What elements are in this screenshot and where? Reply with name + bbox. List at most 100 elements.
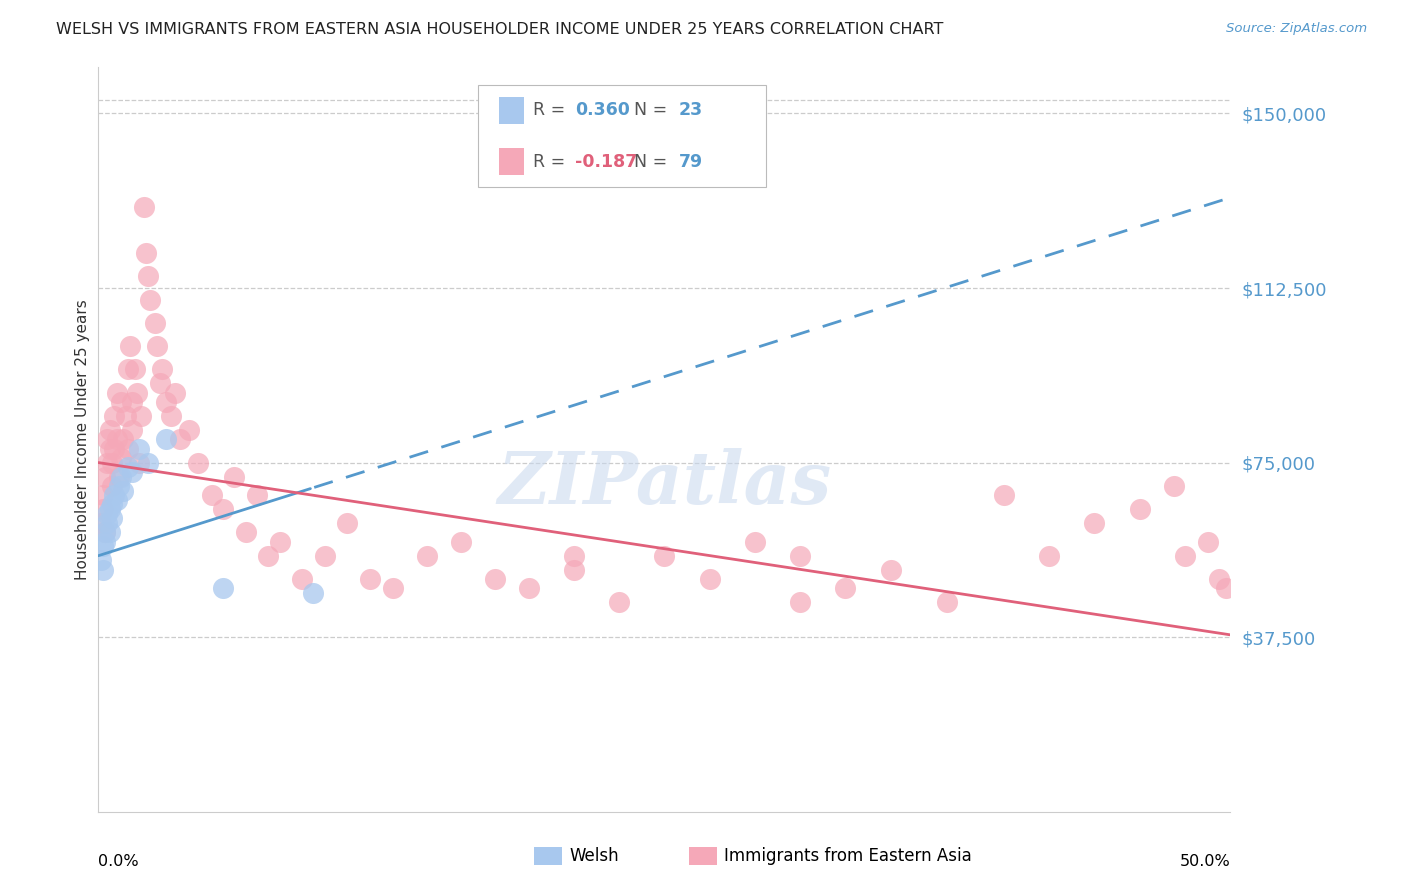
- Point: [1038, 549, 1060, 563]
- Point: [165, 385, 187, 400]
- Point: [212, 582, 235, 596]
- Point: [201, 488, 224, 502]
- Point: [146, 339, 169, 353]
- Point: [1083, 516, 1105, 530]
- Point: [269, 534, 291, 549]
- Point: [450, 534, 472, 549]
- Point: [136, 269, 159, 284]
- Point: [359, 572, 381, 586]
- Point: [235, 525, 257, 540]
- Text: 23: 23: [679, 102, 703, 120]
- Point: [101, 456, 124, 470]
- Point: [98, 502, 121, 516]
- Point: [105, 492, 128, 507]
- Point: [98, 423, 121, 437]
- Point: [121, 423, 143, 437]
- Point: [562, 563, 585, 577]
- Point: [246, 488, 269, 502]
- Point: [177, 423, 200, 437]
- Point: [112, 433, 135, 447]
- Point: [90, 553, 112, 567]
- Point: [101, 498, 124, 512]
- Text: Immigrants from Eastern Asia: Immigrants from Eastern Asia: [724, 847, 972, 865]
- Point: [101, 511, 124, 525]
- Point: [117, 442, 139, 456]
- Point: [107, 469, 129, 483]
- Point: [105, 433, 128, 447]
- Point: [121, 465, 143, 479]
- Text: WELSH VS IMMIGRANTS FROM EASTERN ASIA HOUSEHOLDER INCOME UNDER 25 YEARS CORRELAT: WELSH VS IMMIGRANTS FROM EASTERN ASIA HO…: [56, 22, 943, 37]
- Point: [1208, 572, 1230, 586]
- Point: [105, 385, 128, 400]
- Point: [314, 549, 336, 563]
- Point: [1174, 549, 1197, 563]
- Point: [744, 534, 766, 549]
- Point: [336, 516, 359, 530]
- Point: [96, 516, 118, 530]
- Point: [224, 469, 246, 483]
- Point: [381, 582, 404, 596]
- Point: [96, 456, 118, 470]
- Point: [94, 525, 117, 540]
- Text: Welsh: Welsh: [569, 847, 619, 865]
- Point: [789, 549, 811, 563]
- Point: [114, 409, 136, 423]
- Point: [117, 362, 139, 376]
- Point: [128, 456, 150, 470]
- Point: [91, 502, 114, 516]
- Text: R =: R =: [533, 102, 571, 120]
- Point: [94, 534, 117, 549]
- Point: [936, 595, 959, 609]
- Text: 0.0%: 0.0%: [98, 854, 139, 869]
- Text: 50.0%: 50.0%: [1180, 854, 1230, 869]
- Point: [96, 507, 118, 521]
- Point: [257, 549, 280, 563]
- Point: [120, 339, 142, 353]
- Point: [91, 540, 114, 554]
- Text: R =: R =: [533, 153, 571, 170]
- Point: [135, 246, 157, 260]
- Point: [834, 582, 856, 596]
- Point: [121, 395, 143, 409]
- Point: [993, 488, 1015, 502]
- Point: [98, 525, 121, 540]
- Point: [91, 488, 114, 502]
- Point: [291, 572, 314, 586]
- Point: [132, 200, 155, 214]
- Text: N =: N =: [623, 102, 672, 120]
- Y-axis label: Householder Income Under 25 years: Householder Income Under 25 years: [75, 299, 90, 580]
- Point: [148, 376, 170, 391]
- Point: [789, 595, 811, 609]
- Point: [125, 385, 148, 400]
- Point: [415, 549, 437, 563]
- Point: [131, 409, 153, 423]
- Text: 0.360: 0.360: [575, 102, 630, 120]
- Point: [96, 433, 118, 447]
- Text: 79: 79: [679, 153, 703, 170]
- Point: [112, 483, 135, 498]
- Point: [91, 563, 114, 577]
- Point: [124, 362, 146, 376]
- Point: [212, 502, 235, 516]
- Point: [136, 456, 159, 470]
- Point: [128, 442, 150, 456]
- Point: [110, 450, 132, 465]
- Point: [562, 549, 585, 563]
- Point: [699, 572, 721, 586]
- Point: [94, 469, 117, 483]
- Point: [302, 586, 325, 600]
- Point: [169, 433, 191, 447]
- Text: Source: ZipAtlas.com: Source: ZipAtlas.com: [1226, 22, 1367, 36]
- Point: [94, 525, 117, 540]
- Point: [110, 395, 132, 409]
- Point: [110, 469, 132, 483]
- Point: [155, 395, 177, 409]
- Point: [139, 293, 162, 307]
- Point: [117, 460, 139, 475]
- Point: [187, 456, 209, 470]
- Point: [652, 549, 676, 563]
- Point: [103, 488, 125, 502]
- Text: ZIPatlas: ZIPatlas: [498, 449, 831, 519]
- Point: [1215, 582, 1237, 596]
- Point: [98, 442, 121, 456]
